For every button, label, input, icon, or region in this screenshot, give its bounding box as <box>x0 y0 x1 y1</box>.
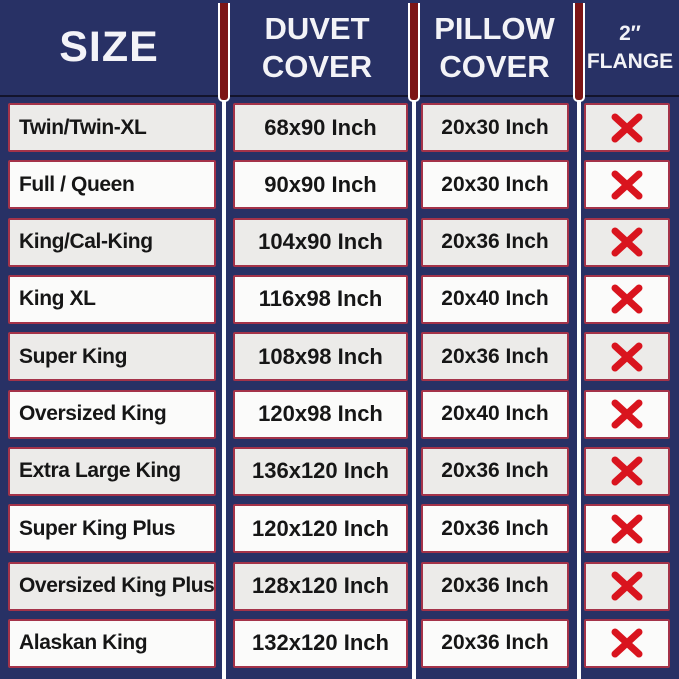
flange-cell <box>584 217 670 267</box>
duvet-size-cell: 132x120 Inch <box>233 618 408 668</box>
pillow-header-line2: COVER <box>439 48 550 84</box>
flange-column-header: 2″ FLANGE <box>581 0 679 95</box>
pillow-size-cell: 20x36 Inch <box>421 561 569 611</box>
size-cell: Oversized King Plus <box>8 561 216 611</box>
size-cell: Alaskan King <box>8 618 216 668</box>
flange-cell <box>584 103 670 152</box>
duvet-size-cell: 120x120 Inch <box>233 504 408 554</box>
header-divider-bar <box>408 3 420 102</box>
duvet-header-line1: DUVET <box>264 10 370 46</box>
x-mark-icon <box>611 628 643 658</box>
duvet-size-cell: 90x90 Inch <box>233 160 408 210</box>
size-cell: Super King <box>8 332 216 382</box>
flange-cell <box>584 160 670 210</box>
duvet-size-cell: 136x120 Inch <box>233 446 408 496</box>
duvet-size-cell: 104x90 Inch <box>233 217 408 267</box>
size-cell: King/Cal-King <box>8 217 216 267</box>
pillow-size-cell: 20x40 Inch <box>421 274 569 324</box>
flange-cell <box>584 446 670 496</box>
x-mark-icon <box>611 399 643 429</box>
pillow-size-cell: 20x36 Inch <box>421 217 569 267</box>
duvet-size-cell: 120x98 Inch <box>233 389 408 439</box>
x-mark-icon <box>611 342 643 372</box>
pillow-size-cell: 20x30 Inch <box>421 160 569 210</box>
flange-cell <box>584 389 670 439</box>
x-mark-icon <box>611 170 643 200</box>
header-divider-bar <box>218 3 230 102</box>
flange-cell <box>584 618 670 668</box>
duvet-size-cell: 108x98 Inch <box>233 332 408 382</box>
duvet-size-cell: 68x90 Inch <box>233 103 408 152</box>
pillow-cover-column: 20x30 Inch 20x30 Inch 20x36 Inch 20x40 I… <box>416 97 577 679</box>
pillow-size-cell: 20x40 Inch <box>421 389 569 439</box>
duvet-size-cell: 128x120 Inch <box>233 561 408 611</box>
header-divider-bar <box>573 3 585 102</box>
pillow-size-cell: 20x30 Inch <box>421 103 569 152</box>
x-mark-icon <box>611 113 643 142</box>
x-mark-icon <box>611 456 643 486</box>
flange-cell <box>584 504 670 554</box>
x-mark-icon <box>611 227 643 257</box>
size-cell: Full / Queen <box>8 160 216 210</box>
x-mark-icon <box>611 284 643 314</box>
size-cell: Twin/Twin-XL <box>8 103 216 152</box>
flange-header-line1: 2″ <box>619 22 641 46</box>
pillow-size-cell: 20x36 Inch <box>421 446 569 496</box>
size-column: Twin/Twin-XL Full / Queen King/Cal-King … <box>0 97 222 679</box>
duvet-cover-column: 68x90 Inch 90x90 Inch 104x90 Inch 116x98… <box>226 97 412 679</box>
pillow-size-cell: 20x36 Inch <box>421 504 569 554</box>
table-header: SIZE DUVET COVER PILLOW COVER 2″ FLANGE <box>0 0 679 97</box>
flange-cell <box>584 561 670 611</box>
duvet-size-cell: 116x98 Inch <box>233 274 408 324</box>
duvet-header-line2: COVER <box>261 48 373 84</box>
x-mark-icon <box>611 514 643 544</box>
flange-header-line2: FLANGE <box>586 49 674 73</box>
table-body: Twin/Twin-XL Full / Queen King/Cal-King … <box>0 97 679 679</box>
size-cell: Super King Plus <box>8 504 216 554</box>
x-mark-icon <box>611 571 643 601</box>
size-cell: Oversized King <box>8 389 216 439</box>
pillow-size-cell: 20x36 Inch <box>421 332 569 382</box>
duvet-cover-column-header: DUVET COVER <box>226 0 408 95</box>
size-column-header: SIZE <box>0 0 218 95</box>
flange-cell <box>584 274 670 324</box>
flange-cell <box>584 332 670 382</box>
pillow-cover-column-header: PILLOW COVER <box>416 0 573 95</box>
size-cell: Extra Large King <box>8 446 216 496</box>
pillow-header-line1: PILLOW <box>434 10 555 46</box>
pillow-size-cell: 20x36 Inch <box>421 618 569 668</box>
flange-column <box>581 97 679 679</box>
size-cell: King XL <box>8 274 216 324</box>
size-header-label: SIZE <box>59 23 159 71</box>
